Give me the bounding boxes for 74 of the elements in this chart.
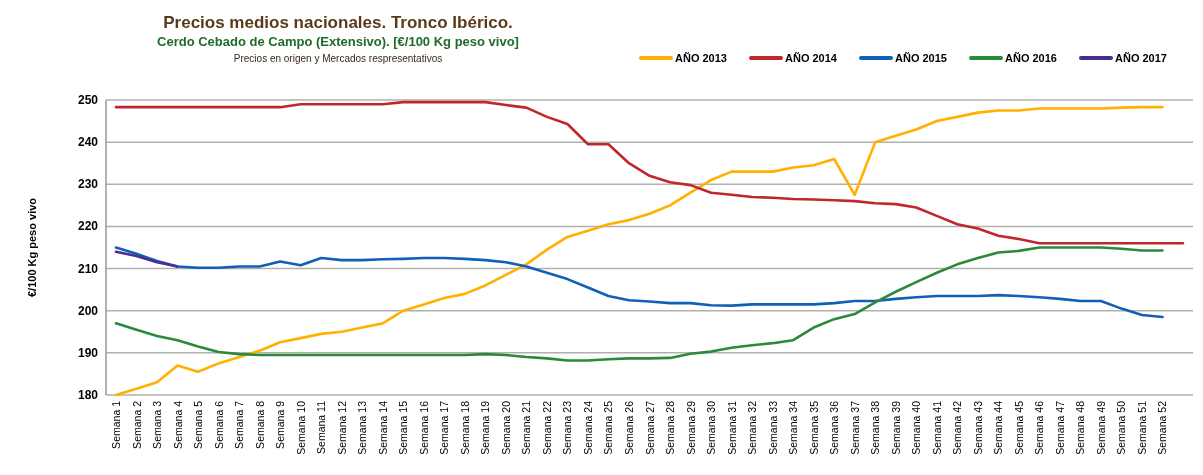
x-tick-label: Semana 19 — [479, 400, 492, 455]
legend-label: AÑO 2014 — [785, 52, 838, 64]
x-tick-label: Semana 7 — [233, 400, 246, 449]
x-tick-label: Semana 31 — [725, 400, 738, 455]
y-tick-label: 250 — [77, 93, 99, 107]
x-tick-label: Semana 9 — [274, 400, 287, 449]
x-tick-label: Semana 5 — [192, 400, 205, 449]
x-tick-label: Semana 10 — [294, 400, 307, 455]
x-tick-label: Semana 29 — [684, 400, 697, 455]
legend-label: AÑO 2016 — [1005, 52, 1057, 64]
x-tick-label: Semana 21 — [520, 400, 533, 455]
y-tick-label: 240 — [77, 135, 99, 150]
x-tick-label: Semana 42 — [951, 400, 964, 455]
x-tick-label: Semana 14 — [376, 400, 389, 455]
x-tick-label: Semana 52 — [1156, 400, 1169, 455]
text: Precios en origen y Mercados respresentativos — [233, 53, 443, 64]
x-tick-label: Semana 46 — [1033, 400, 1046, 455]
y-tick-label: 210 — [77, 261, 99, 276]
x-tick-label: Semana 18 — [458, 400, 471, 455]
y-tick-label: 220 — [77, 219, 99, 234]
x-tick-label: Semana 30 — [705, 400, 718, 455]
x-tick-label: Semana 43 — [971, 400, 984, 455]
x-tick-label: Semana 2 — [130, 400, 143, 449]
x-tick-label: Semana 44 — [992, 400, 1005, 455]
x-tick-label: Semana 34 — [787, 400, 800, 455]
x-tick-label: Semana 38 — [869, 400, 882, 455]
x-tick-label: Semana 15 — [397, 400, 410, 455]
x-tick-label: Semana 6 — [212, 400, 225, 449]
y-axis-title: €/100 Kg peso vivo — [26, 197, 38, 298]
y-tick-label: 200 — [77, 303, 99, 318]
x-tick-label: Semana 23 — [561, 400, 574, 455]
x-tick-label: Semana 35 — [807, 400, 820, 455]
x-tick-label: Semana 13 — [356, 400, 369, 455]
x-tick-label: Semana 47 — [1053, 400, 1066, 455]
x-tick-label: Semana 50 — [1115, 400, 1128, 455]
line-series — [114, 105, 1164, 397]
x-tick-label: Semana 36 — [828, 400, 841, 455]
x-tick-label: Semana 25 — [602, 400, 615, 455]
legend-label: AÑO 2017 — [1115, 52, 1167, 64]
line-series — [114, 246, 1164, 362]
chart-title: Precios medios nacionales. Tronco Ibérico. — [163, 13, 513, 32]
line-series — [114, 250, 179, 268]
x-tick-label: Semana 24 — [581, 400, 594, 455]
x-tick-label: Semana 28 — [664, 400, 677, 455]
x-tick-label: Semana 41 — [930, 400, 943, 455]
x-tick-label: Semana 4 — [171, 400, 184, 449]
x-tick-label: Semana 3 — [151, 400, 164, 449]
chart-subtitle: Cerdo Cebado de Campo (Extensivo). [€/100 Kg peso vivo] — [157, 34, 519, 49]
x-tick-label: Semana 16 — [417, 400, 430, 455]
x-tick-label: Semana 27 — [643, 400, 656, 455]
x-tick-label: Semana 51 — [1135, 400, 1148, 455]
x-tick-label: Semana 40 — [910, 400, 923, 455]
x-tick-label: Semana 48 — [1074, 400, 1087, 455]
x-tick-label: Semana 32 — [746, 400, 759, 455]
legend-label: AÑO 2013 — [675, 52, 727, 64]
x-tick-label: Semana 39 — [889, 400, 902, 455]
x-tick-label: Semana 26 — [622, 400, 635, 455]
line-series — [114, 246, 1164, 319]
x-tick-label: Semana 45 — [1012, 400, 1025, 455]
x-tick-label: Semana 49 — [1094, 400, 1107, 455]
y-tick-label: 190 — [77, 345, 99, 360]
y-tick-label: 180 — [77, 388, 99, 402]
y-tick-label: 230 — [77, 177, 99, 192]
x-tick-label: Semana 8 — [253, 400, 266, 449]
x-tick-label: Semana 12 — [335, 400, 348, 455]
x-tick-label: Semana 22 — [540, 400, 553, 455]
x-tick-label: Semana 17 — [438, 400, 451, 455]
x-tick-label: Semana 33 — [766, 400, 779, 455]
x-tick-label: Semana 37 — [848, 400, 861, 455]
x-tick-label: Semana 1 — [110, 400, 122, 449]
legend-label: AÑO 2015 — [895, 52, 947, 64]
x-tick-label: Semana 11 — [315, 400, 328, 454]
x-tick-label: Semana 20 — [499, 400, 512, 455]
line-series — [114, 100, 1185, 245]
